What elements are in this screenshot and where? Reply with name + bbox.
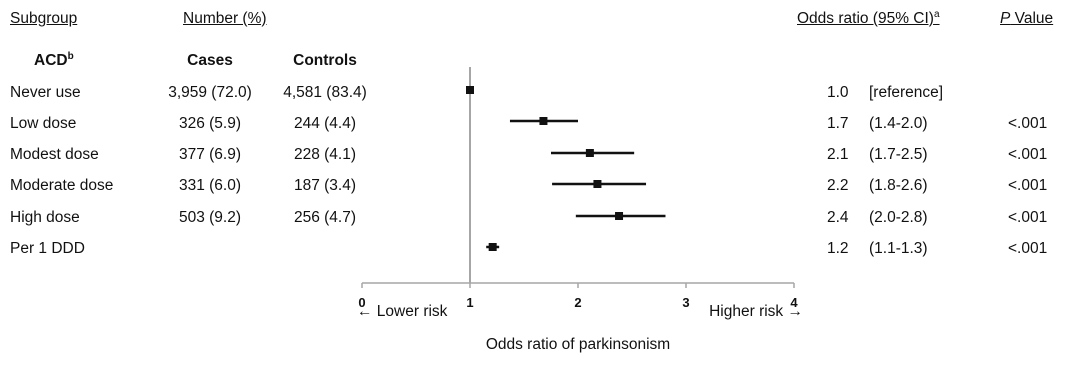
row-label-never-use: Never use <box>10 84 81 101</box>
point-estimate-3 <box>585 149 594 157</box>
row-label-moderate-dose: Moderate dose <box>10 177 114 194</box>
or-high-dose: 2.4 <box>827 209 849 226</box>
or-modest-dose: 2.1 <box>827 146 849 163</box>
controls-never-use: 4,581 (83.4) <box>283 84 367 101</box>
x-axis <box>361 282 795 288</box>
p-per-ddd: <.001 <box>1008 240 1048 257</box>
p-low-dose: <.001 <box>1008 115 1048 132</box>
cases-moderate-dose: 331 (6.0) <box>178 177 242 194</box>
ci-never-use: [reference] <box>869 84 944 101</box>
row-label-high-dose: High dose <box>10 209 80 226</box>
controls-subheader: Controls <box>293 52 357 69</box>
ci-low-dose: (1.4-2.0) <box>869 115 928 132</box>
controls-moderate-dose: 187 (3.4) <box>293 177 357 194</box>
p-value-header: P Value <box>1000 10 1053 28</box>
point-estimate-4 <box>593 180 602 188</box>
forest-marks <box>466 86 666 251</box>
or-never-use: 1.0 <box>827 84 849 101</box>
or-low-dose: 1.7 <box>827 115 849 132</box>
cases-never-use: 3,959 (72.0) <box>168 84 252 101</box>
cases-high-dose: 503 (9.2) <box>178 209 242 226</box>
higher-risk-label: Higher risk → <box>709 303 803 320</box>
point-estimate-6 <box>488 243 497 251</box>
x-tick-label-4: 4 <box>790 295 798 310</box>
number-percent-header: Number (%) <box>183 10 267 27</box>
x-axis-title: Odds ratio of parkinsonism <box>485 336 671 353</box>
lower-risk-label: ← Lower risk <box>357 303 448 320</box>
point-estimate-1 <box>466 86 474 94</box>
cases-subheader: Cases <box>187 52 233 69</box>
point-estimate-2 <box>539 117 548 125</box>
acd-footnote-mark: b <box>67 51 74 62</box>
ci-high-dose: (2.0-2.8) <box>869 209 928 226</box>
x-tick-label-0: 0 <box>358 295 365 310</box>
odds-ratio-footnote-mark: a <box>933 9 940 20</box>
ci-modest-dose: (1.7-2.5) <box>869 146 928 163</box>
controls-modest-dose: 228 (4.1) <box>293 146 357 163</box>
controls-high-dose: 256 (4.7) <box>293 209 357 226</box>
p-high-dose: <.001 <box>1008 209 1048 226</box>
controls-low-dose: 244 (4.4) <box>293 115 357 132</box>
cases-low-dose: 326 (5.9) <box>178 115 242 132</box>
odds-ratio-header-text: Odds ratio (95% CI) <box>797 10 934 27</box>
ci-per-ddd: (1.1-1.3) <box>869 240 928 257</box>
x-tick-labels: 0 1 2 3 4 <box>358 295 798 310</box>
row-label-per-ddd: Per 1 DDD <box>10 240 85 257</box>
p-value-rest: Value <box>1010 10 1054 27</box>
acd-subheader: ACDb <box>34 52 74 70</box>
odds-ratio-header: Odds ratio (95% CI)a <box>797 10 940 28</box>
x-tick-label-3: 3 <box>682 295 689 310</box>
x-tick-label-2: 2 <box>574 295 581 310</box>
row-label-low-dose: Low dose <box>10 115 77 132</box>
point-estimate-5 <box>615 212 624 220</box>
subgroup-header: Subgroup <box>10 10 78 27</box>
p-modest-dose: <.001 <box>1008 146 1048 163</box>
acd-subheader-text: ACD <box>34 52 68 69</box>
x-tick-label-1: 1 <box>466 295 473 310</box>
cases-modest-dose: 377 (6.9) <box>178 146 242 163</box>
or-per-ddd: 1.2 <box>827 240 849 257</box>
ci-moderate-dose: (1.8-2.6) <box>869 177 928 194</box>
or-moderate-dose: 2.2 <box>827 177 849 194</box>
p-value-italic: P <box>1000 10 1011 27</box>
row-label-modest-dose: Modest dose <box>10 146 99 163</box>
p-moderate-dose: <.001 <box>1008 177 1048 194</box>
